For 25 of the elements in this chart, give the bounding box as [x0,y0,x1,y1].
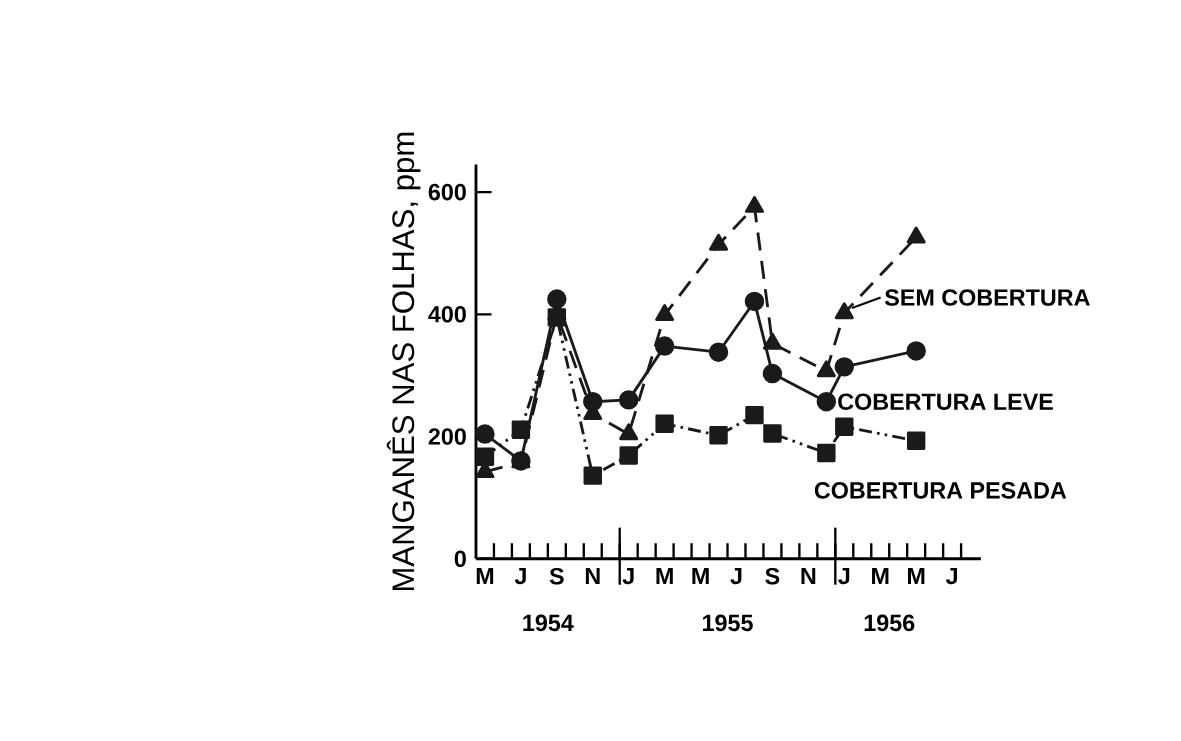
x-tick-label: M [907,567,925,584]
x-tick-label: N [585,567,600,584]
y-tick-label: 400 [428,306,466,323]
text: 1956 [864,614,915,632]
series-label: SEM COBERTURA [884,289,1090,306]
x-tick-label: J [838,567,850,585]
x-tick-label: S [765,567,780,585]
y-tick-label: 200 [428,428,466,445]
text: 1954 [523,614,574,632]
x-tick-label: M [692,567,709,584]
y-tick-label: 0 [454,550,466,568]
x-tick-label: M [476,567,494,584]
series-label: COBERTURA LEVE [838,393,1053,410]
x-tick-label: M [872,567,889,584]
text: 1955 [703,614,753,632]
x-tick-label: J [945,567,958,585]
x-tick-label: M [656,567,673,584]
x-tick-label: S [549,567,564,585]
y-axis-title: MANGANÊS NAS FOLHAS, ppm [386,132,421,591]
x-tick-label: J [730,567,742,585]
x-tick-label: J [622,567,634,585]
series-label: COBERTURA PESADA [814,482,1067,499]
x-tick-label: J [514,567,526,585]
x-tick-label: N [801,567,816,584]
y-tick-label: 600 [428,183,466,201]
